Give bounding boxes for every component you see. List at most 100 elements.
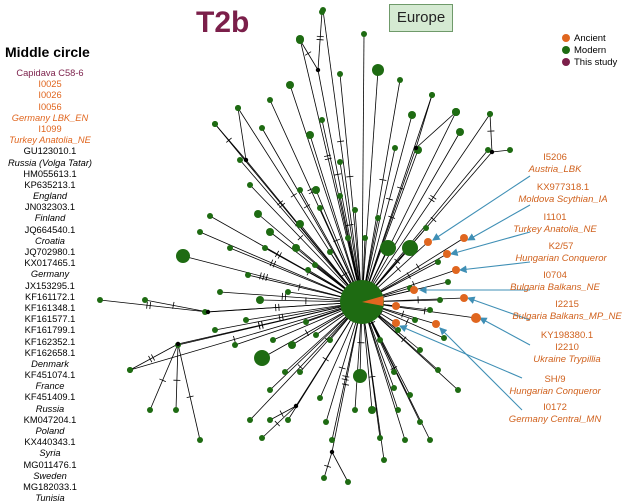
modern-haplotype-node bbox=[292, 244, 300, 252]
ancient-haplotype-node bbox=[432, 320, 440, 328]
middle-circle-entry: France bbox=[35, 381, 65, 392]
mutation-tick bbox=[269, 259, 274, 267]
mutation-tick bbox=[226, 137, 232, 143]
middle-circle-entry: KF451409.1 bbox=[24, 392, 76, 403]
network-edge bbox=[361, 113, 491, 303]
ancient-label-region: Moldova Scythian_IA bbox=[518, 194, 608, 205]
modern-haplotype-node bbox=[327, 249, 333, 255]
mutation-tick bbox=[379, 178, 387, 181]
modern-haplotype-node bbox=[456, 128, 464, 136]
network-edge bbox=[361, 147, 417, 303]
modern-haplotype-node bbox=[402, 437, 408, 443]
modern-haplotype-node bbox=[207, 213, 213, 219]
pointer-arrows bbox=[398, 175, 531, 411]
middle-circle-entry: KF161799.1 bbox=[24, 325, 76, 336]
middle-circle-entry: Poland bbox=[35, 426, 65, 436]
mutation-tick bbox=[390, 366, 398, 370]
median-vector-node bbox=[243, 157, 249, 163]
modern-haplotype-node bbox=[362, 235, 368, 241]
modern-haplotype-node bbox=[381, 457, 387, 463]
mutation-tick bbox=[341, 383, 350, 386]
modern-haplotype-node bbox=[297, 369, 303, 375]
modern-haplotype-node bbox=[329, 437, 335, 443]
ancient-label-id: I2210 bbox=[555, 342, 579, 353]
network-edge bbox=[309, 134, 363, 303]
legend-item-modern: Modern bbox=[562, 45, 617, 57]
mutation-tick bbox=[262, 273, 265, 281]
network-edge bbox=[331, 451, 349, 483]
modern-haplotype-node bbox=[227, 245, 233, 251]
middle-circle-entry: Tunisia bbox=[35, 493, 65, 502]
modern-haplotype-node bbox=[313, 332, 319, 338]
median-vector-node bbox=[315, 67, 321, 73]
network-edge bbox=[129, 301, 363, 371]
mutation-tick bbox=[415, 263, 421, 270]
mutation-tick bbox=[333, 238, 341, 243]
modern-haplotype-node bbox=[306, 131, 314, 139]
modern-haplotype-node bbox=[487, 111, 493, 117]
modern-haplotype-node bbox=[345, 479, 351, 485]
modern-haplotype-node bbox=[412, 317, 418, 323]
mutation-tick bbox=[341, 272, 348, 277]
mutation-tick bbox=[277, 252, 282, 259]
mutation-tick bbox=[324, 464, 332, 468]
modern-haplotype-node bbox=[395, 327, 401, 333]
modern-haplotype-node bbox=[282, 369, 288, 375]
modern-haplotype-node bbox=[296, 36, 304, 44]
modern-haplotype-node bbox=[397, 77, 403, 83]
middle-circle-entry: MG011476.1 bbox=[23, 459, 77, 470]
legend-dot bbox=[562, 46, 570, 54]
modern-haplotype-node bbox=[452, 108, 460, 116]
modern-haplotype-node bbox=[327, 337, 333, 343]
modern-haplotype-node bbox=[247, 182, 253, 188]
middle-circle-entry: HM055613.1 bbox=[23, 168, 77, 179]
modern-haplotype-node bbox=[312, 262, 318, 268]
modern-haplotype-node bbox=[402, 240, 418, 256]
network-edge bbox=[317, 69, 363, 303]
network-edge bbox=[361, 79, 401, 303]
mutation-tick bbox=[303, 204, 311, 209]
middle-circle-entry: KF161348.1 bbox=[24, 302, 76, 313]
network-edge bbox=[289, 84, 363, 303]
modern-haplotype-node bbox=[337, 159, 343, 165]
mutation-tick bbox=[159, 378, 166, 383]
modern-haplotype-node bbox=[345, 235, 351, 241]
network-edge bbox=[199, 231, 363, 303]
network-edge bbox=[261, 405, 297, 439]
network-edge bbox=[339, 73, 363, 303]
modern-haplotype-node bbox=[441, 335, 447, 341]
middle-circle-entry: Russia bbox=[35, 403, 65, 414]
modern-haplotype-node bbox=[455, 387, 461, 393]
middle-circle-entry: KF162658.1 bbox=[24, 347, 76, 358]
modern-haplotype-node bbox=[361, 31, 367, 37]
modern-haplotype-node bbox=[423, 225, 429, 231]
network-edge bbox=[361, 131, 461, 303]
modern-haplotype-node bbox=[270, 337, 276, 343]
median-vector-node bbox=[489, 149, 495, 155]
modern-haplotype-node bbox=[372, 64, 384, 76]
network-edge bbox=[239, 159, 363, 303]
modern-haplotype-node bbox=[337, 193, 343, 199]
modern-haplotype-node bbox=[212, 327, 218, 333]
mutation-tick bbox=[405, 318, 409, 326]
network-edge bbox=[269, 405, 297, 421]
middle-circle-entry: Turkey Anatolia_NE bbox=[9, 135, 91, 146]
ancient-label-id: I0704 bbox=[543, 270, 567, 281]
modern-haplotype-node bbox=[352, 207, 358, 213]
ancient-label-region: Bulgaria Balkans_MP_NE bbox=[512, 311, 622, 322]
legend-label: This study bbox=[574, 57, 618, 68]
legend-dot bbox=[562, 58, 570, 66]
modern-haplotype-node bbox=[297, 187, 303, 193]
network-edge bbox=[182, 255, 363, 303]
middle-circle-entry: KX017465.1 bbox=[24, 258, 76, 269]
mutation-tick bbox=[148, 355, 153, 363]
middle-circle-entry: GU123010.1 bbox=[23, 146, 77, 157]
mutation-tick bbox=[423, 307, 426, 315]
modern-haplotype-node bbox=[305, 267, 311, 273]
modern-haplotype-node bbox=[321, 475, 327, 481]
region-box: Europe bbox=[389, 4, 453, 32]
median-vector-node bbox=[205, 309, 211, 315]
middle-circle-entry: Finland bbox=[34, 213, 66, 224]
